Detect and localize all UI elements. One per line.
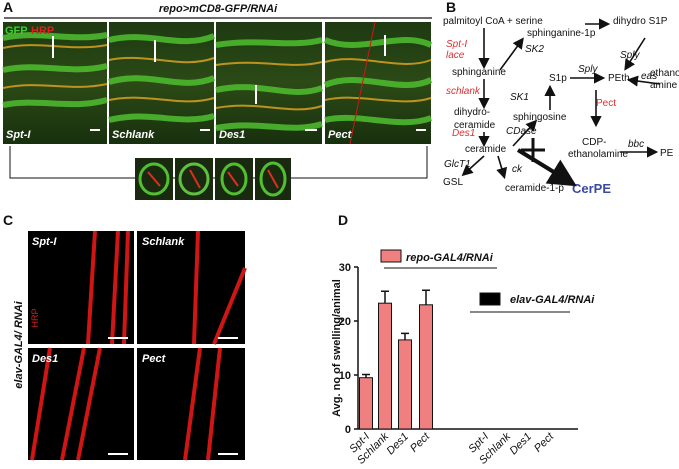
panel-label: Schlank (142, 236, 185, 248)
metabolite: S1p (549, 73, 567, 84)
pathway-diagram: B palmitoyl CoA + serine sphinganine-1p … (443, 0, 679, 196)
product: CerPE (572, 181, 611, 196)
legend-label: elav-GAL4/RNAi (510, 294, 595, 306)
error-bar (362, 373, 370, 378)
metabolite: CDP- (582, 137, 606, 148)
micrograph-row: GFP HRP Spt-I Schlank Des1 Pect (2, 21, 433, 145)
micrograph (3, 22, 107, 144)
enzyme: bbc (628, 139, 644, 150)
metabolite: PE (660, 148, 674, 159)
panel-letter: A (3, 0, 13, 15)
panel-letter: D (338, 212, 348, 228)
y-tick-label: 20 (339, 316, 351, 328)
metabolite: amine (650, 80, 678, 91)
enzyme: Des1 (452, 128, 475, 139)
x-tick-label: Pect (408, 430, 433, 455)
enzyme: Spt-I (446, 39, 467, 50)
enzyme: schlank (446, 86, 481, 97)
x-tick-label: Des1 (507, 431, 534, 458)
panel-title: repo>mCD8-GFP/RNAi (159, 3, 278, 15)
legend-swatch (380, 249, 402, 263)
enzyme: SK1 (510, 92, 529, 103)
micrograph-grid: Spt-I Schlank Des1 Pect HRP (28, 230, 247, 461)
y-tick-label: 10 (339, 370, 351, 382)
x-tick-label: Des1 (384, 431, 411, 458)
y-axis-label: Avg. no of swelling/animal (331, 279, 343, 417)
bar (378, 302, 392, 430)
metabolite: sphinganine (452, 67, 506, 78)
y-tick-label: 0 (345, 424, 351, 436)
panel-letter: C (3, 212, 13, 228)
panel-label: Des1 (219, 129, 245, 141)
channel-label: GFP (5, 25, 28, 37)
channel-label: HRP (30, 308, 40, 327)
metabolite: ceramide (465, 144, 507, 155)
bar (359, 377, 373, 430)
enzyme: ck (512, 164, 523, 175)
panel-label: Schlank (112, 129, 155, 141)
metabolite: ethanolamine (568, 149, 628, 160)
error-bar (381, 290, 389, 304)
metabolite: dihydro S1P (613, 16, 668, 27)
metabolite: ethanol- (650, 68, 679, 79)
metabolite: sphingosine (513, 112, 567, 123)
enzyme: Sply (620, 50, 640, 61)
panel-letter: B (446, 0, 456, 15)
panel-label: Spt-I (32, 236, 57, 248)
bar (419, 304, 433, 430)
enzyme: CDase (506, 126, 537, 137)
panel-label: Pect (328, 129, 353, 141)
cross-sections (135, 158, 291, 200)
enzyme: lace (446, 50, 465, 61)
metabolite: dihydro- (454, 107, 490, 118)
panel-label: Spt-I (6, 129, 31, 141)
row-label: elav-GAL4/ RNAi (13, 300, 25, 388)
arrow (516, 148, 577, 187)
error-bar (422, 289, 430, 305)
enzyme: GlcT1 (444, 159, 471, 170)
y-tick-label: 30 (339, 262, 351, 274)
enzyme: Sply (578, 64, 598, 75)
panel-label: Pect (142, 353, 167, 365)
metabolite: ceramide (454, 120, 496, 131)
metabolite: sphinganine-1p (527, 28, 596, 39)
enzyme: eas (641, 71, 657, 82)
metabolite: GSL (443, 177, 463, 188)
x-tick-label: Pect (532, 430, 557, 455)
plus-sign (521, 138, 545, 162)
enzyme: Pect (596, 98, 616, 109)
metabolite: ceramide-1-p (505, 183, 564, 194)
metabolite: palmitoyl CoA + serine (443, 16, 543, 27)
bar (398, 339, 412, 430)
legend-label: repo-GAL4/RNAi (406, 252, 494, 264)
metabolite: PEth (608, 73, 630, 84)
channel-label: HRP (31, 25, 54, 37)
legend-swatch (479, 292, 501, 306)
enzyme: SK2 (525, 44, 544, 55)
error-bar (401, 332, 409, 340)
panel-label: Des1 (32, 353, 58, 365)
